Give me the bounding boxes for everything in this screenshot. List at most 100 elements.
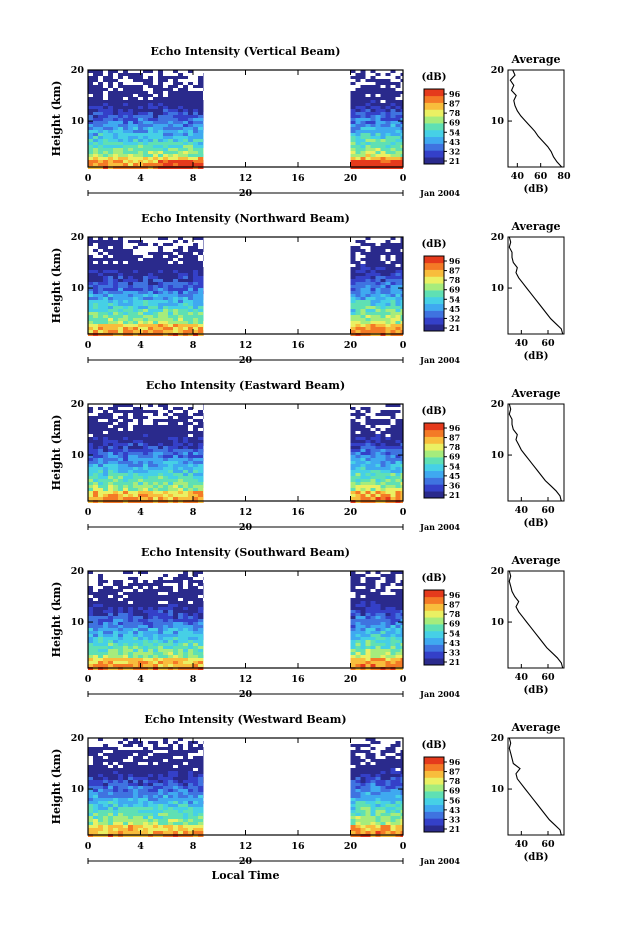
- heatmap-cell: [143, 497, 148, 500]
- heatmap-cell: [188, 139, 193, 142]
- heatmap-cell: [138, 267, 143, 270]
- heatmap-cell: [88, 148, 93, 151]
- heatmap-cell: [133, 816, 138, 819]
- heatmap-cell: [98, 747, 103, 750]
- heatmap-cell: [158, 133, 163, 136]
- heatmap-cell: [365, 580, 371, 583]
- heatmap-cell: [138, 139, 143, 142]
- heatmap-cell: [133, 449, 138, 452]
- heatmap-cell: [133, 315, 138, 318]
- heatmap-cell: [203, 783, 204, 786]
- heatmap-cell: [188, 127, 193, 130]
- heatmap-cell: [375, 139, 381, 142]
- heatmap-cell: [380, 485, 386, 488]
- heatmap-cell: [183, 574, 188, 577]
- heatmap-cell: [390, 485, 396, 488]
- heatmap-cell: [148, 482, 153, 485]
- heatmap-cell: [93, 771, 98, 774]
- heatmap-cell: [123, 434, 128, 437]
- heatmap-cell: [173, 315, 178, 318]
- heatmap-cell: [350, 610, 356, 613]
- heatmap-cell: [183, 601, 188, 604]
- heatmap-cell: [93, 604, 98, 607]
- heatmap-cell: [158, 163, 163, 166]
- heatmap-cell: [350, 148, 356, 151]
- heatmap-cell: [183, 780, 188, 783]
- colorbar-unit: (dB): [422, 239, 447, 250]
- heatmap-cell: [350, 309, 356, 312]
- heatmap-cell: [153, 601, 158, 604]
- heatmap-cell: [153, 622, 158, 625]
- heatmap-cell: [163, 157, 168, 160]
- heatmap-cell: [158, 121, 163, 124]
- heatmap-cell: [395, 464, 401, 467]
- heatmap-cell: [148, 455, 153, 458]
- heatmap-cell: [355, 115, 361, 118]
- heatmap-cell: [198, 601, 203, 604]
- heatmap-cell: [143, 592, 148, 595]
- heatmap-cell: [158, 494, 163, 497]
- heatmap-cell: [380, 115, 386, 118]
- heatmap-cell: [158, 297, 163, 300]
- heatmap-cell: [188, 631, 193, 634]
- heatmap-cell: [203, 592, 204, 595]
- heatmap-cell: [93, 494, 98, 497]
- heatmap-cell: [168, 243, 173, 246]
- heatmap-cell: [188, 121, 193, 124]
- heatmap-cell: [173, 658, 178, 661]
- heatmap-cell: [355, 473, 361, 476]
- heatmap-cell: [113, 494, 118, 497]
- heatmap-cell: [193, 249, 198, 252]
- heatmap-cell: [113, 643, 118, 646]
- colorbar-swatch: [424, 136, 444, 144]
- heatmap-cell: [365, 312, 371, 315]
- heatmap-cell: [88, 267, 93, 270]
- heatmap-cell: [133, 789, 138, 792]
- heatmap-cell: [365, 607, 371, 610]
- heatmap: [88, 738, 403, 837]
- heatmap-cell: [118, 810, 123, 813]
- heatmap-cell: [158, 428, 163, 431]
- heatmap-cell: [400, 643, 403, 646]
- heatmap-cell: [390, 488, 396, 491]
- heatmap-cell: [173, 777, 178, 780]
- heatmap-cell: [158, 315, 163, 318]
- heatmap-cell: [178, 646, 183, 649]
- heatmap-cell: [400, 571, 403, 574]
- heatmap-cell: [153, 106, 158, 109]
- heatmap-cell: [400, 255, 403, 258]
- heatmap-cell: [178, 288, 183, 291]
- heatmap: [88, 70, 403, 169]
- heatmap-cell: [395, 243, 401, 246]
- heatmap-cell: [370, 586, 376, 589]
- heatmap-cell: [198, 473, 203, 476]
- heatmap-cell: [360, 431, 366, 434]
- heatmap-cell: [138, 306, 143, 309]
- heatmap-cell: [138, 79, 143, 82]
- heatmap-cell: [370, 249, 376, 252]
- heatmap-cell: [365, 100, 371, 103]
- heatmap-cell: [188, 786, 193, 789]
- heatmap-cell: [108, 431, 113, 434]
- heatmap-cell: [350, 580, 356, 583]
- heatmap-cell: [178, 816, 183, 819]
- heatmap-cell: [375, 282, 381, 285]
- heatmap-cell: [385, 449, 391, 452]
- heatmap-cell: [143, 130, 148, 133]
- heatmap-cell: [395, 583, 401, 586]
- heatmap-cell: [128, 330, 133, 333]
- heatmap-cell: [138, 133, 143, 136]
- heatmap-cell: [128, 303, 133, 306]
- heatmap-cell: [103, 100, 108, 103]
- heatmap-cell: [128, 744, 133, 747]
- heatmap-cell: [138, 744, 143, 747]
- heatmap-cell: [88, 157, 93, 160]
- heatmap-cell: [88, 470, 93, 473]
- heatmap-cell: [178, 777, 183, 780]
- heatmap-cell: [98, 273, 103, 276]
- heatmap-cell: [118, 315, 123, 318]
- heatmap-cell: [178, 413, 183, 416]
- heatmap-cell: [365, 91, 371, 94]
- heatmap-cell: [108, 94, 113, 97]
- heatmap-cell: [153, 97, 158, 100]
